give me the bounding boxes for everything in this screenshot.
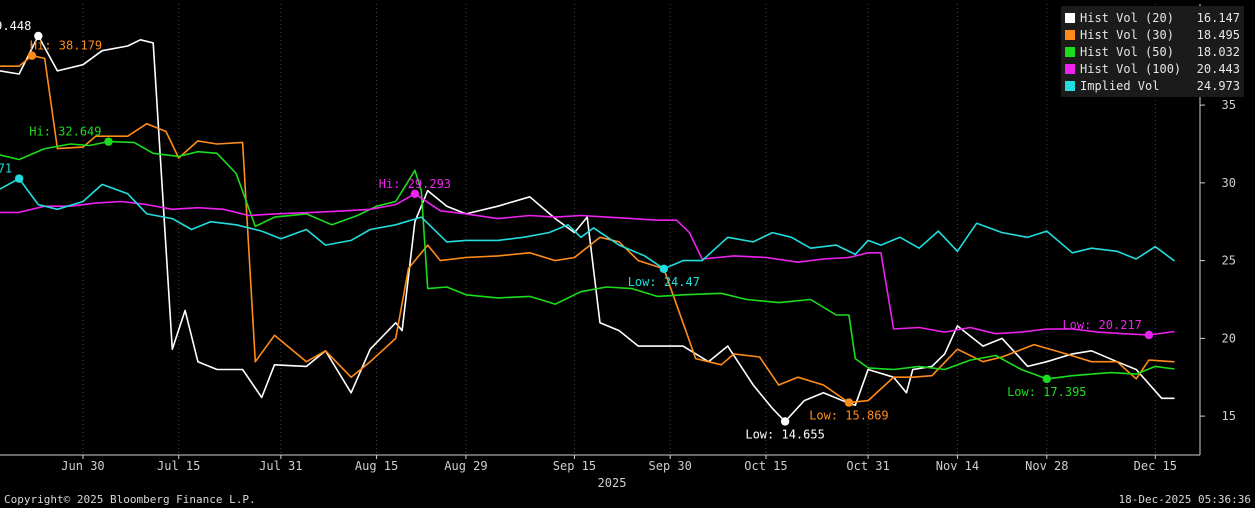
legend-last-value: 18.495 <box>1196 27 1240 42</box>
legend-last-value: 18.032 <box>1196 44 1240 59</box>
x-tick-label: Oct 31 <box>846 459 889 473</box>
axes: Jun 30 Jul 15 Jul 31 Aug 15 Aug 29 Sep 15 Sep … <box>0 4 1236 473</box>
x-tick-label: Sep 30 <box>649 459 692 473</box>
annotation-marker <box>34 31 43 41</box>
legend-series-name: Hist Vol (100) <box>1080 61 1182 76</box>
timestamp-text: 18-Dec-2025 05:36:36 <box>1118 493 1251 506</box>
y-tick-label: 35 <box>1222 98 1236 112</box>
annotation-marker <box>659 264 669 274</box>
x-tick-label: Oct 15 <box>744 459 787 473</box>
legend-entry: Hist Vol (100) 20.443 <box>1065 60 1240 77</box>
x-tick-label: Nov 14 <box>936 459 979 473</box>
series-line-hist-vol-50 <box>0 140 1175 380</box>
legend-last-value: 24.973 <box>1196 78 1240 93</box>
legend-entry: Hist Vol (20) 16.147 <box>1065 9 1240 26</box>
x-tick-label: Dec 15 <box>1134 459 1177 473</box>
y-tick-label: 30 <box>1222 176 1236 190</box>
legend-last-value: 16.147 <box>1196 10 1240 25</box>
x-tick-label: Jun 30 <box>61 459 104 473</box>
x-tick-label: Sep 15 <box>553 459 596 473</box>
annotation-label: Low: 24.47 <box>628 275 700 289</box>
legend-series-name: Hist Vol (30) <box>1080 27 1174 42</box>
annotation-marker <box>1042 374 1052 384</box>
series-line-hist-vol-30 <box>0 54 1175 404</box>
annotation-marker <box>780 417 790 426</box>
annotation-marker <box>27 51 37 60</box>
x-tick-label: Jul 15 <box>157 459 200 473</box>
annotation-label: Hi: 39.448 <box>0 19 31 33</box>
legend-series-name: Hist Vol (20) <box>1080 10 1174 25</box>
legend-swatch <box>1065 12 1075 23</box>
annotation-marker <box>844 398 854 407</box>
copyright-text: Copyright© 2025 Bloomberg Finance L.P. <box>4 493 256 506</box>
series-lines <box>0 35 1175 423</box>
legend-series-name: Implied Vol <box>1080 78 1160 93</box>
x-tick-label: Nov 28 <box>1025 459 1068 473</box>
x-tick-label: Jul 31 <box>259 459 302 473</box>
y-tick-label: 20 <box>1222 331 1236 345</box>
legend-series-name: Hist Vol (50) <box>1080 44 1174 59</box>
y-tick-label: 15 <box>1222 409 1236 423</box>
annotation-label: Low: 14.655 <box>745 427 824 441</box>
legend-entry: Implied Vol 24.973 <box>1065 77 1240 94</box>
annotations: Hi: 39.448 Low: 14.655 Hi: 38.179 Low: 15.8… <box>0 19 1154 441</box>
annotation-label: Low: 17.395 <box>1007 385 1086 399</box>
series-line-implied-vol <box>0 177 1175 270</box>
legend: Hist Vol (20) 16.147 Hist Vol (30) 18.495 Hi… <box>1061 6 1244 97</box>
legend-swatch <box>1065 80 1075 91</box>
legend-swatch <box>1065 46 1075 57</box>
annotation-label: Hi: 38.179 <box>30 39 102 53</box>
x-tick-label: Aug 15 <box>355 459 398 473</box>
annotation-marker <box>1144 330 1154 340</box>
annotation-marker <box>104 137 113 146</box>
annotation-label: Low: 15.869 <box>809 409 888 423</box>
x-axis-title: 2025 <box>598 476 627 490</box>
legend-entry: Hist Vol (30) 18.495 <box>1065 26 1240 43</box>
x-tick-label: Aug 29 <box>444 459 487 473</box>
y-tick-label: 25 <box>1222 254 1236 268</box>
legend-swatch <box>1065 29 1075 40</box>
series-line-hist-vol-100 <box>0 193 1175 336</box>
annotation-label: Hi: 29.293 <box>379 177 451 191</box>
legend-entry: Hist Vol (50) 18.032 <box>1065 43 1240 60</box>
annotation-label: Hi: 32.649 <box>29 125 101 139</box>
legend-last-value: 20.443 <box>1196 61 1240 76</box>
legend-swatch <box>1065 63 1075 74</box>
annotation-label: Hi: 30.271 <box>0 162 12 176</box>
annotation-marker <box>410 189 420 199</box>
annotation-label: Low: 20.217 <box>1062 318 1141 332</box>
annotation-marker <box>14 174 24 183</box>
